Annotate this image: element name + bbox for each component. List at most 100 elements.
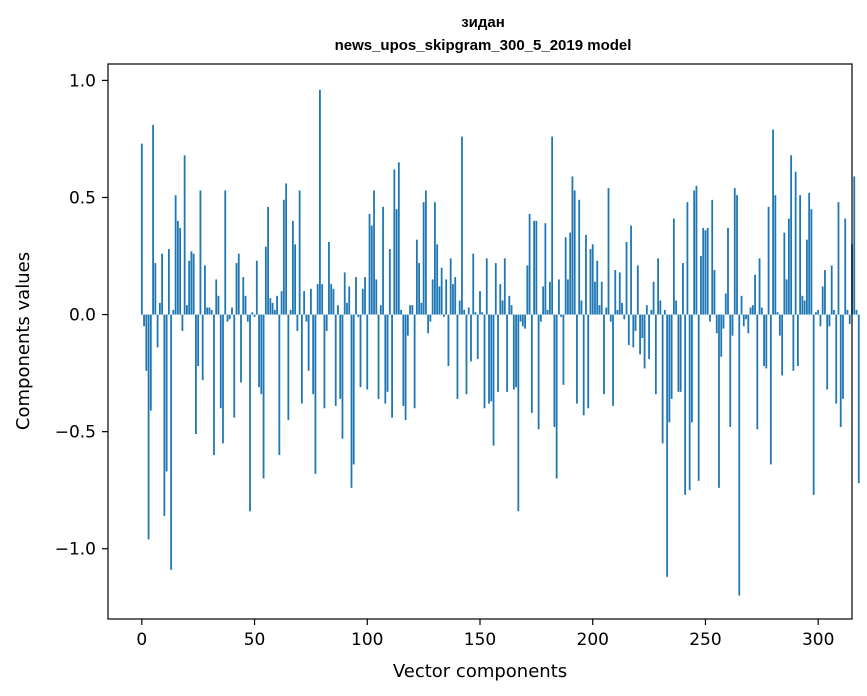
bar-245 — [693, 190, 696, 315]
bar-57 — [269, 298, 272, 315]
bar-303 — [824, 270, 826, 315]
bar-154 — [488, 314, 490, 404]
bar-96 — [357, 314, 360, 317]
x-tick-label-100: 100 — [351, 630, 383, 650]
bar-177 — [539, 314, 542, 322]
bar-44 — [240, 314, 242, 383]
bar-61 — [278, 314, 281, 456]
bar-94 — [352, 314, 355, 465]
bar-41 — [233, 314, 236, 418]
bar-109 — [386, 314, 389, 392]
bar-79 — [319, 89, 321, 315]
bar-280 — [772, 129, 774, 315]
bar-283 — [778, 314, 781, 336]
bar-14 — [172, 309, 175, 315]
x-tick-label-250: 250 — [689, 630, 721, 650]
bar-257 — [720, 314, 723, 357]
bar-227 — [652, 281, 655, 315]
bar-133 — [440, 267, 443, 315]
bar-58 — [271, 302, 274, 315]
bar-243 — [688, 314, 691, 491]
bar-175 — [535, 220, 538, 315]
bar-276 — [763, 314, 765, 367]
bar-70 — [298, 190, 301, 315]
bar-218 — [632, 314, 635, 348]
bar-26 — [199, 190, 202, 315]
bar-7 — [156, 314, 159, 348]
bar-69 — [296, 314, 299, 331]
bar-87 — [337, 305, 339, 315]
bar-242 — [686, 202, 689, 315]
bar-152 — [483, 314, 486, 409]
bars-group — [140, 89, 860, 596]
bar-68 — [294, 244, 297, 315]
bar-9 — [161, 253, 164, 315]
bar-98 — [361, 288, 364, 315]
bar-74 — [307, 314, 310, 371]
bar-101 — [368, 213, 371, 315]
bar-176 — [537, 314, 540, 430]
bar-200 — [591, 244, 594, 315]
bar-78 — [316, 284, 319, 315]
bar-214 — [623, 314, 626, 320]
bar-292 — [799, 195, 802, 315]
bar-53 — [260, 314, 263, 395]
y-tick-label-3: 0.5 — [69, 188, 96, 208]
bar-139 — [454, 277, 457, 315]
bar-117 — [404, 314, 407, 420]
bar-205 — [603, 314, 605, 395]
bar-193 — [576, 314, 578, 404]
bar-265 — [738, 314, 741, 596]
bar-120 — [411, 305, 414, 315]
y-tick-label-2: 0.0 — [69, 306, 96, 326]
bar-240 — [682, 263, 684, 315]
bar-5 — [152, 124, 154, 315]
bar-22 — [190, 251, 193, 315]
bar-20 — [186, 305, 188, 315]
bar-234 — [668, 314, 671, 423]
bar-230 — [659, 300, 662, 315]
bar-241 — [684, 314, 687, 495]
bar-187 — [562, 314, 565, 385]
bar-28 — [204, 265, 206, 315]
bar-275 — [760, 307, 763, 315]
bar-106 — [379, 305, 382, 315]
bar-217 — [630, 225, 632, 315]
bar-50 — [253, 314, 256, 317]
bar-34 — [217, 295, 220, 315]
bar-4 — [149, 314, 152, 411]
bar-289 — [792, 314, 795, 371]
bar-286 — [785, 279, 788, 315]
y-tick-label-0: −1.0 — [55, 540, 96, 560]
bar-268 — [745, 314, 747, 320]
bar-272 — [754, 274, 756, 315]
bar-110 — [388, 249, 391, 315]
bar-209 — [612, 314, 614, 406]
bar-201 — [594, 281, 596, 315]
bar-153 — [485, 258, 488, 315]
bar-164 — [510, 305, 513, 315]
bar-25 — [197, 314, 200, 367]
bar-112 — [393, 169, 396, 315]
bar-185 — [558, 279, 560, 315]
bar-178 — [542, 286, 545, 315]
bar-119 — [409, 305, 412, 315]
bar-46 — [244, 295, 247, 315]
bar-206 — [605, 307, 608, 315]
bar-80 — [321, 284, 324, 315]
bar-19 — [183, 155, 186, 315]
bar-199 — [589, 249, 592, 315]
bar-47 — [246, 314, 249, 322]
bar-43 — [237, 253, 240, 315]
bar-91 — [346, 302, 348, 315]
bar-97 — [359, 314, 362, 388]
bar-274 — [758, 258, 761, 315]
bar-18 — [181, 314, 184, 331]
bar-294 — [803, 300, 806, 315]
bar-72 — [303, 291, 306, 315]
bar-30 — [208, 307, 211, 315]
bar-24 — [195, 314, 197, 434]
bar-285 — [783, 232, 786, 315]
bar-264 — [736, 195, 738, 315]
bar-300 — [817, 309, 820, 315]
